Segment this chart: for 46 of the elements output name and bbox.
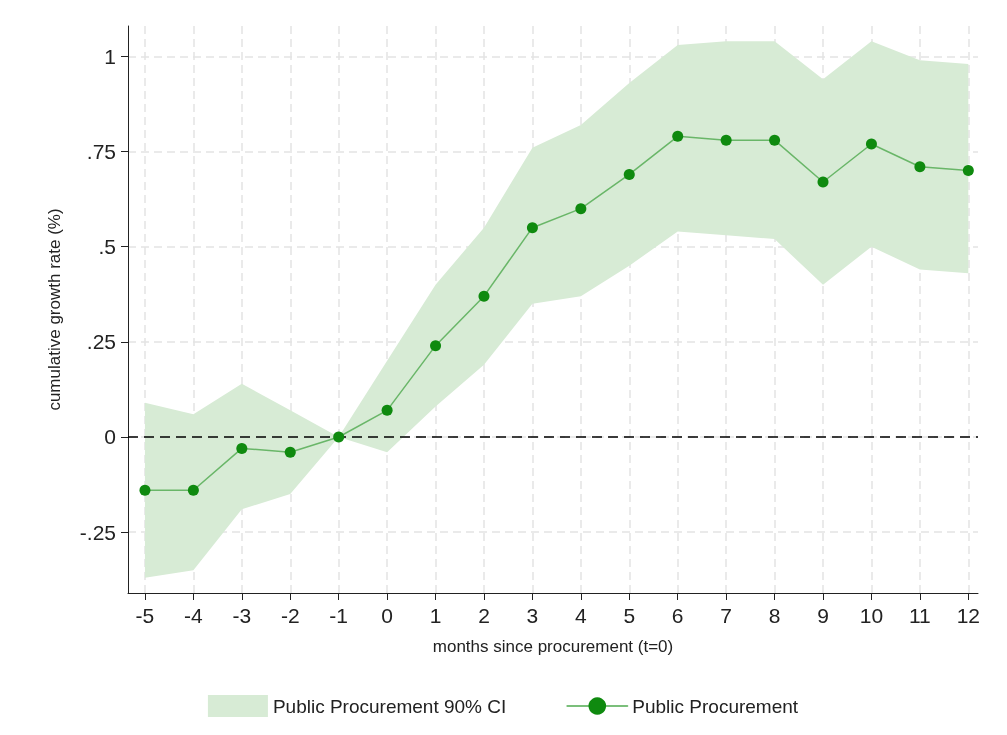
x-axis-title: months since procurement (t=0)	[432, 637, 674, 656]
x-tick-label: 11	[908, 604, 931, 627]
point	[962, 165, 974, 177]
y-tick-label: .5	[98, 235, 116, 259]
x-tick-label: 5	[623, 604, 636, 627]
x-tick-label: -3	[232, 604, 252, 627]
legend-label: Public Procurement	[632, 695, 799, 717]
point	[526, 222, 538, 234]
x-tick-label: 12	[956, 604, 980, 627]
point	[381, 404, 393, 416]
point	[672, 130, 684, 142]
y-axis-title: cumulative growth rate (%)	[45, 208, 64, 411]
point	[817, 176, 829, 188]
y-tick-label: 1	[104, 44, 116, 68]
point	[720, 134, 732, 146]
x-tick-label: -4	[184, 604, 204, 627]
x-tick-label: -5	[135, 604, 155, 627]
y-tick-label: -.25	[79, 520, 116, 544]
x-tick-label: 7	[720, 604, 732, 627]
point	[236, 442, 248, 454]
y-tick-label: .25	[86, 330, 116, 354]
legend-label: Public Procurement 90% CI	[272, 695, 507, 717]
point	[430, 340, 442, 352]
x-tick-label: -1	[329, 604, 349, 627]
x-tick-label: 3	[526, 604, 539, 627]
point	[284, 446, 296, 458]
x-tick-label: -2	[280, 604, 300, 627]
y-tick-label: 0	[104, 425, 116, 449]
point	[187, 484, 199, 496]
x-tick-label: 0	[381, 604, 393, 627]
point	[575, 203, 587, 215]
x-tick-label: 8	[768, 604, 781, 627]
point	[478, 290, 490, 302]
point	[914, 161, 926, 173]
y-tick-label: .75	[86, 140, 116, 164]
x-tick-label: 10	[859, 604, 884, 627]
point	[333, 431, 345, 443]
point	[623, 168, 635, 180]
point	[769, 134, 781, 146]
x-tick-label: 6	[671, 604, 684, 627]
x-tick-label: 1	[429, 604, 442, 627]
point	[139, 484, 151, 496]
x-tick-label: 4	[575, 604, 588, 627]
x-tick-label: 9	[817, 604, 829, 627]
x-tick-label: 2	[478, 604, 490, 627]
point	[865, 138, 877, 150]
